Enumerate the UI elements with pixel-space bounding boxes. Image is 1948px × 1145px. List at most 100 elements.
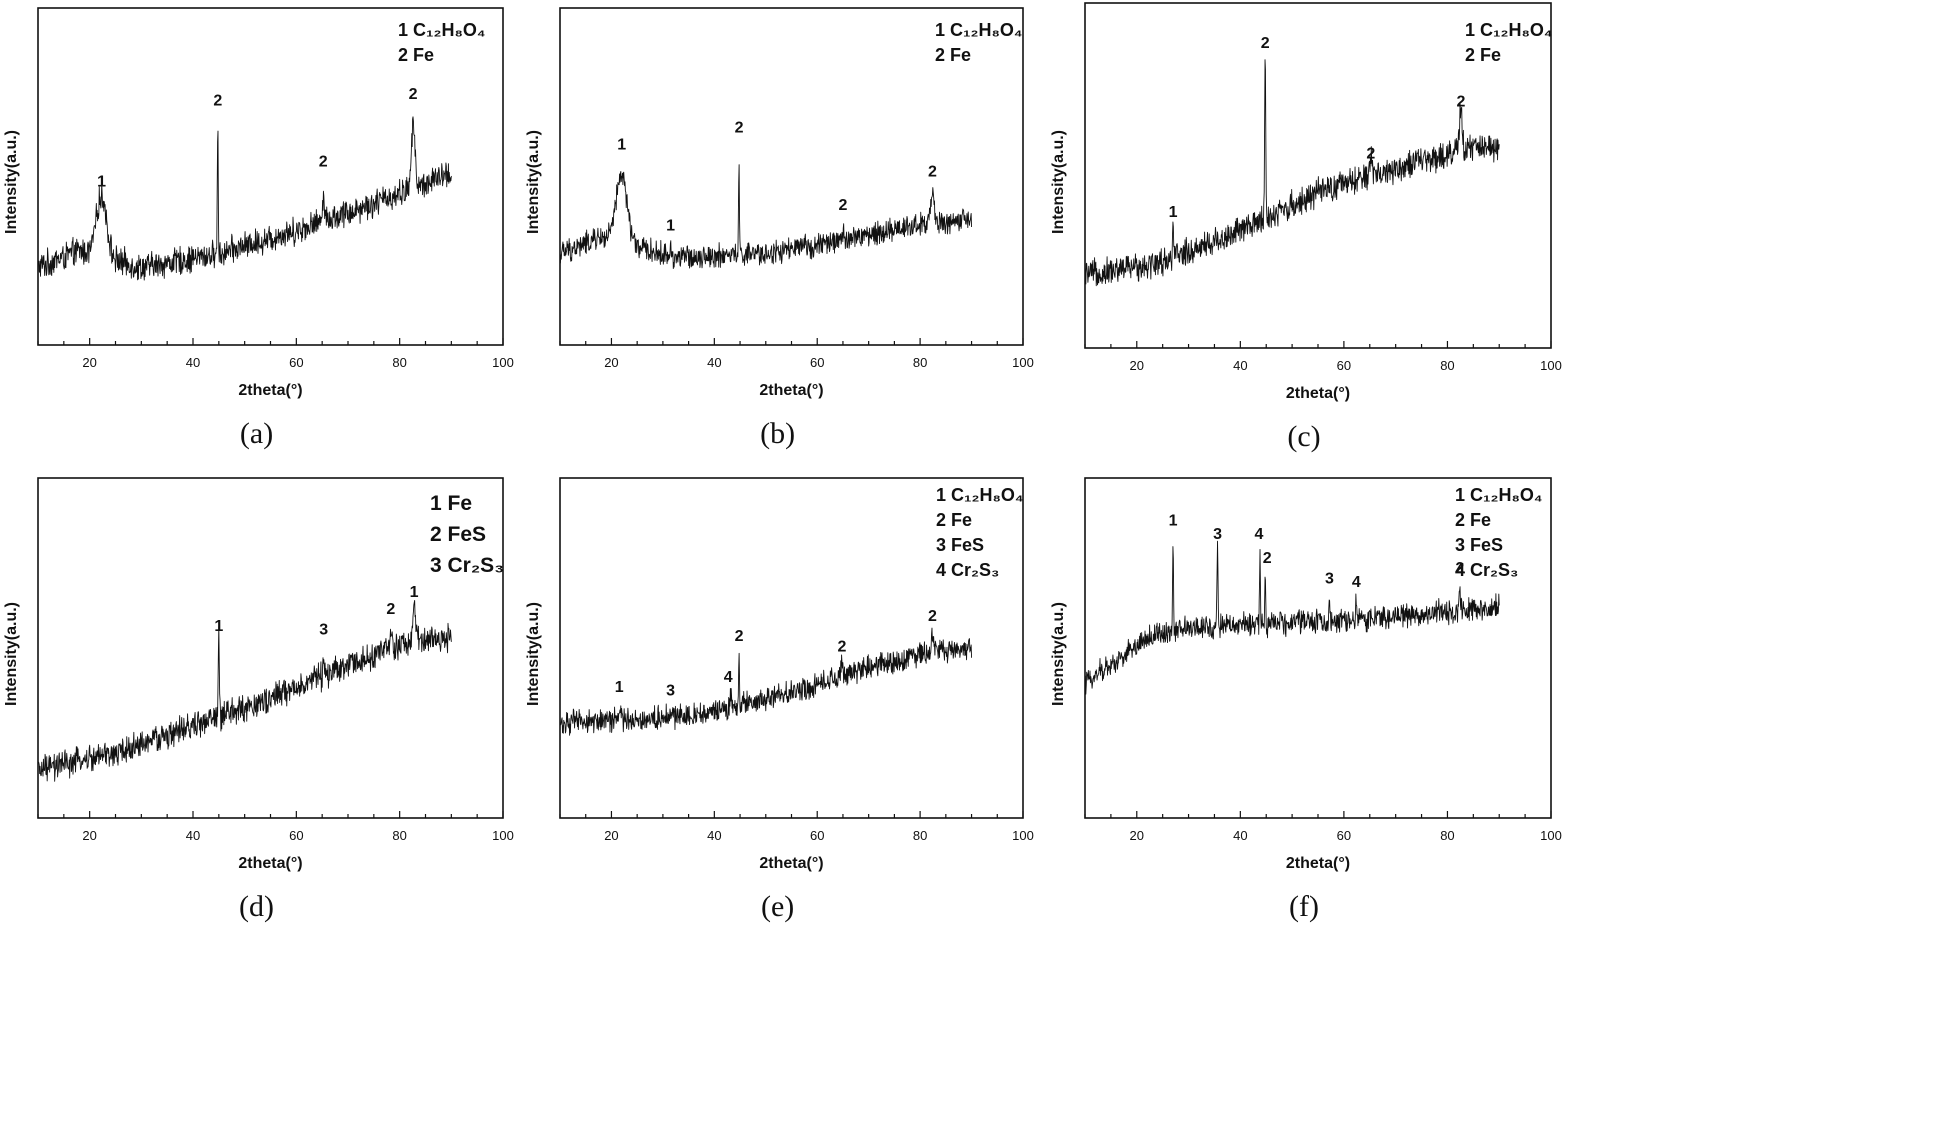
x-tick-label: 60 xyxy=(1337,358,1351,373)
x-tick-label: 80 xyxy=(913,828,927,843)
legend: 1 C₁₂H₈O₄ 2 Fe 3 FeS 4 Cr₂S₃ xyxy=(936,483,1023,583)
legend: 1 C₁₂H₈O₄ 2 Fe 3 FeS 4 Cr₂S₃ xyxy=(1455,483,1542,583)
panel-caption: (e) xyxy=(760,890,795,923)
peak-label: 2 xyxy=(1263,550,1272,567)
legend: 1 C₁₂H₈O₄ 2 Fe xyxy=(935,18,1022,68)
x-tick-label: 20 xyxy=(1130,828,1144,843)
x-tick-label: 40 xyxy=(1233,828,1247,843)
peak-label: 1 xyxy=(214,618,223,635)
peak-label: 1 xyxy=(617,137,626,154)
peak-label: 2 xyxy=(837,638,846,655)
legend-entry: 3 Cr₂S₃ xyxy=(430,554,504,577)
peak-label: 2 xyxy=(928,164,937,181)
legend-entry: 2 Fe xyxy=(398,45,435,65)
x-tick-label: 100 xyxy=(1540,358,1562,373)
x-axis-label: 2theta(°) xyxy=(759,382,824,399)
peak-label: 3 xyxy=(666,683,675,700)
legend-entry: 2 Fe xyxy=(936,510,973,530)
x-tick-label: 20 xyxy=(604,355,618,370)
legend: 1 C₁₂H₈O₄ 2 Fe xyxy=(398,18,485,68)
peak-label: 1 xyxy=(666,217,675,234)
legend-entry: 1 C₁₂H₈O₄ xyxy=(936,485,1024,505)
x-tick-label: 40 xyxy=(707,828,721,843)
legend-entry: 2 Fe xyxy=(935,45,972,65)
peak-label: 1 xyxy=(1169,204,1178,221)
x-tick-label: 60 xyxy=(810,828,824,843)
x-axis-label: 2theta(°) xyxy=(1285,385,1351,402)
peak-label: 3 xyxy=(319,621,328,638)
peak-label: 1 xyxy=(1169,513,1178,530)
legend-entry: 4 Cr₂S₃ xyxy=(1455,560,1519,580)
x-tick-label: 100 xyxy=(492,355,514,370)
legend-entry: 1 Fe xyxy=(430,492,473,515)
peak-label: 4 xyxy=(1352,574,1361,591)
x-tick-label: 100 xyxy=(1012,828,1034,843)
legend-entry: 1 C₁₂H₈O₄ xyxy=(398,20,486,40)
xrd-series-line xyxy=(1084,59,1500,287)
legend-entry: 2 Fe xyxy=(1455,510,1492,530)
x-tick-label: 80 xyxy=(1440,358,1454,373)
xrd-series-line xyxy=(37,116,452,281)
peak-label: 3 xyxy=(1213,526,1222,543)
peak-label: 1 xyxy=(97,174,106,191)
peak-label: 3 xyxy=(1325,570,1334,587)
y-axis-label: Intensity(a.u.) xyxy=(1050,601,1067,706)
legend-entry: 2 FeS xyxy=(430,523,487,546)
xrd-series-line xyxy=(559,164,973,270)
peak-label: 2 xyxy=(409,86,418,103)
peak-label: 1 xyxy=(615,679,624,696)
x-axis-label: 2theta(°) xyxy=(238,382,303,399)
peak-label: 4 xyxy=(724,669,733,686)
legend-entry: 2 Fe xyxy=(1465,45,1502,65)
xrd-series-line xyxy=(37,600,452,782)
x-tick-label: 40 xyxy=(186,355,200,370)
panel-caption: (f) xyxy=(1289,890,1320,923)
x-tick-label: 20 xyxy=(82,828,96,843)
x-tick-label: 60 xyxy=(289,828,303,843)
peak-label: 2 xyxy=(213,93,222,110)
peak-label: 1 xyxy=(410,584,419,601)
x-axis-label: 2theta(°) xyxy=(238,855,303,872)
x-tick-label: 60 xyxy=(1337,828,1351,843)
peak-label: 2 xyxy=(1261,35,1270,52)
xrd-series-line xyxy=(1084,540,1500,695)
panel-caption: (d) xyxy=(239,890,275,923)
peak-label: 2 xyxy=(1456,94,1465,111)
x-tick-label: 60 xyxy=(289,355,303,370)
x-tick-label: 60 xyxy=(810,355,824,370)
peak-label: 2 xyxy=(1366,145,1375,162)
x-tick-label: 40 xyxy=(186,828,200,843)
panel-caption: (c) xyxy=(1287,420,1321,453)
peak-label: 2 xyxy=(838,197,847,214)
x-tick-label: 20 xyxy=(1130,358,1144,373)
x-axis-label: 2theta(°) xyxy=(759,855,824,872)
x-axis-label: 2theta(°) xyxy=(1285,855,1351,872)
peak-label: 2 xyxy=(735,120,744,137)
legend-entry: 1 C₁₂H₈O₄ xyxy=(935,20,1023,40)
legend-entry: 4 Cr₂S₃ xyxy=(936,560,1000,580)
x-tick-label: 40 xyxy=(707,355,721,370)
x-tick-label: 80 xyxy=(913,355,927,370)
legend-entry: 3 FeS xyxy=(1455,535,1504,555)
x-tick-label: 80 xyxy=(392,828,406,843)
peak-label: 2 xyxy=(1455,560,1464,577)
x-tick-label: 20 xyxy=(604,828,618,843)
panel-caption: (a) xyxy=(239,417,274,450)
x-tick-label: 100 xyxy=(1540,828,1562,843)
peak-label: 2 xyxy=(386,601,395,618)
legend-entry: 1 C₁₂H₈O₄ xyxy=(1455,485,1543,505)
peak-label: 2 xyxy=(319,153,328,170)
x-tick-label: 100 xyxy=(492,828,514,843)
legend-entry: 1 C₁₂H₈O₄ xyxy=(1465,20,1553,40)
